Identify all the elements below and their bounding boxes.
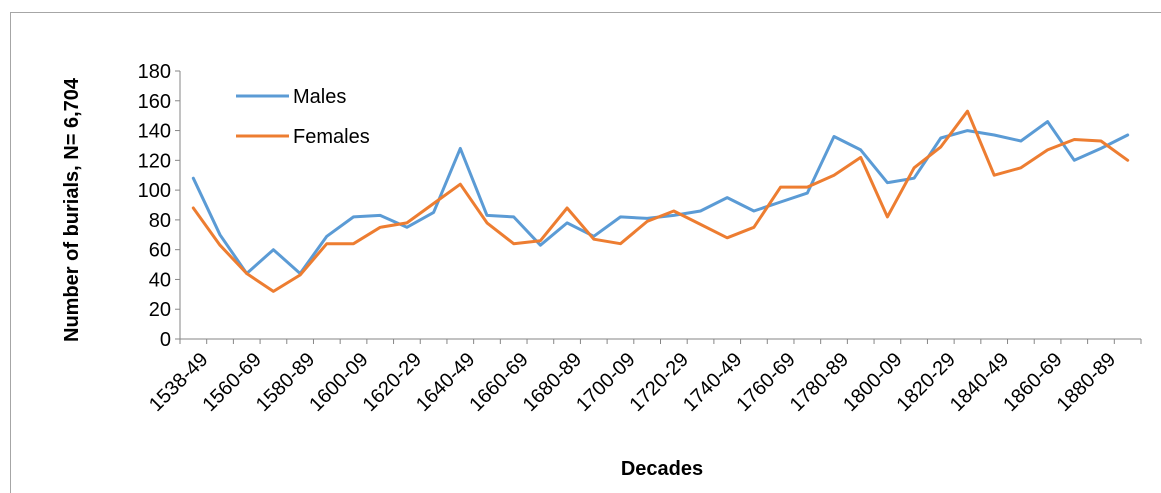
chart-frame (10, 12, 1161, 493)
x-tick-label: 1640-49 (412, 349, 479, 416)
x-tick-label: 1600-09 (305, 349, 372, 416)
series-lines (191, 109, 1130, 293)
x-tick-label: 1840-49 (946, 349, 1013, 416)
y-tick-label: 60 (149, 240, 171, 262)
x-tick-label: 1800-09 (839, 349, 906, 416)
y-tick-label: 20 (149, 299, 171, 321)
legend: Males Females (236, 86, 370, 148)
y-tick-label: 0 (160, 329, 171, 351)
x-tick-label: 1538-49 (145, 349, 212, 416)
x-tick-label: 1660-69 (465, 349, 532, 416)
y-tick-label: 100 (138, 180, 171, 202)
series-line-females (191, 109, 1130, 293)
y-tick-label: 40 (149, 269, 171, 291)
x-axis-title: Decades (621, 458, 703, 480)
x-tick-label: 1780-89 (786, 349, 853, 416)
x-tick-label: 1620-29 (359, 349, 426, 416)
x-tick-labels: 1538-491560-691580-891600-091620-291640-… (145, 349, 1120, 416)
x-tick-label: 1720-29 (626, 349, 693, 416)
x-tick-label: 1760-69 (732, 349, 799, 416)
x-tick-label: 1560-69 (198, 349, 265, 416)
y-tick-label: 160 (138, 91, 171, 113)
x-tick-label: 1860-69 (999, 349, 1066, 416)
y-tick-label: 140 (138, 121, 171, 143)
y-tick-labels: 0 20 40 60 80 100 120 140 160 180 (138, 61, 171, 351)
y-tick-label: 120 (138, 150, 171, 172)
x-tick-label: 1680-89 (519, 349, 586, 416)
x-tick-label: 1740-49 (679, 349, 746, 416)
x-tick-label: 1700-09 (572, 349, 639, 416)
x-tick-label: 1820-29 (892, 349, 959, 416)
axes (175, 70, 1142, 344)
legend-label-males: Males (293, 86, 346, 108)
x-tick-label: 1880-89 (1053, 349, 1120, 416)
legend-label-females: Females (293, 126, 370, 148)
y-tick-label: 80 (149, 210, 171, 232)
y-axis-title: Number of burials, N= 6,704 (61, 77, 83, 342)
y-tick-label: 180 (138, 61, 171, 83)
x-tick-label: 1580-89 (252, 349, 319, 416)
